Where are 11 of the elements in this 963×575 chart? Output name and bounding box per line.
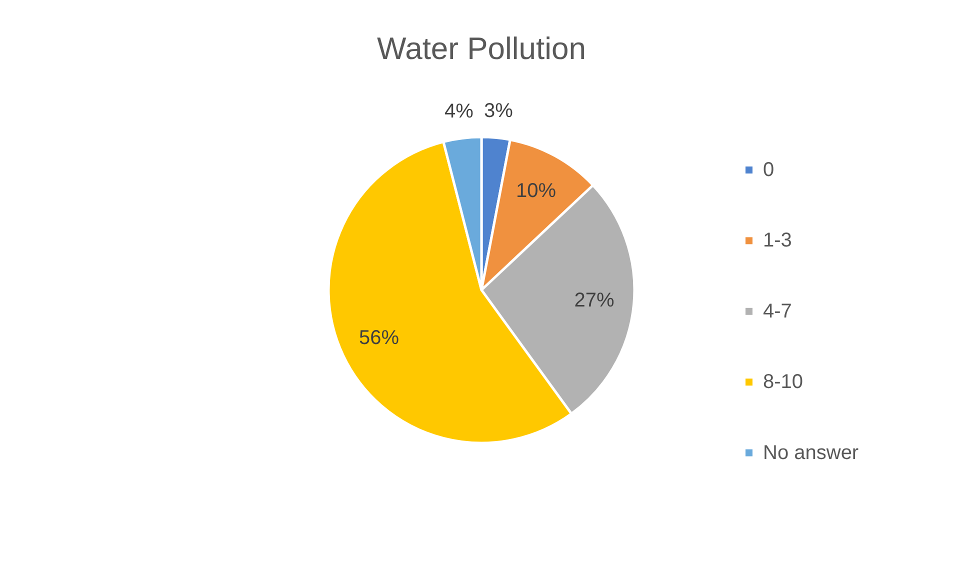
legend-label: 0: [763, 159, 774, 181]
legend-label: No answer: [763, 442, 859, 464]
data-label: 4%: [444, 100, 474, 122]
chart-title: Water Pollution: [376, 31, 586, 66]
data-label: 56%: [359, 327, 400, 350]
data-label: 3%: [484, 100, 514, 122]
data-label: 10%: [516, 180, 556, 202]
data-label: 27%: [574, 290, 614, 312]
legend-label: 1-3: [763, 230, 792, 252]
legend-label: 8-10: [763, 371, 804, 394]
legend-label: 4-7: [763, 300, 792, 322]
